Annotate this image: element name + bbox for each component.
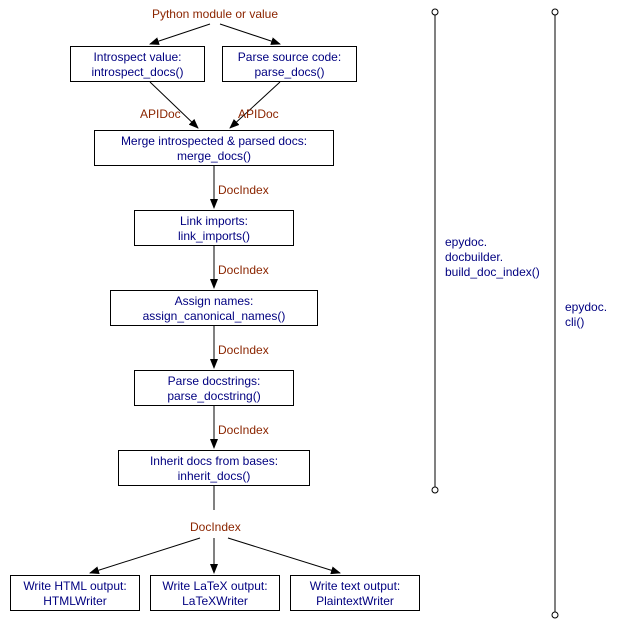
edge-label-docindex-1: DocIndex xyxy=(218,183,269,197)
node-line2: LaTeXWriter xyxy=(182,594,248,608)
node-line2: HTMLWriter xyxy=(43,594,107,608)
bracket-line: docbuilder. xyxy=(445,250,503,264)
node-line2: PlaintextWriter xyxy=(316,594,394,608)
node-line1: Introspect value: xyxy=(93,50,181,64)
edge-label-apidoc-left: APIDoc xyxy=(140,107,181,121)
node-line1: Write text output: xyxy=(310,579,401,593)
top-label: Python module or value xyxy=(150,7,280,21)
node-line1: Link imports: xyxy=(180,214,248,228)
bracket-line: epydoc. xyxy=(565,300,607,314)
edge-label-docindex-3: DocIndex xyxy=(218,343,269,357)
node-line1: Merge introspected & parsed docs: xyxy=(121,134,307,148)
node-line2: merge_docs() xyxy=(177,149,251,163)
node-line2: introspect_docs() xyxy=(91,65,183,79)
bracket-label-outer: epydoc. cli() xyxy=(565,300,607,330)
node-assign: Assign names: assign_canonical_names() xyxy=(110,290,318,326)
node-line1: Write HTML output: xyxy=(23,579,126,593)
node-line2: link_imports() xyxy=(178,229,250,243)
node-line2: assign_canonical_names() xyxy=(143,309,286,323)
bracket-line: build_doc_index() xyxy=(445,265,540,279)
bracket-line: epydoc. xyxy=(445,235,487,249)
flowchart-canvas: Python module or value Introspect value:… xyxy=(0,0,619,632)
bracket-line: cli() xyxy=(565,315,584,329)
node-inherit: Inherit docs from bases: inherit_docs() xyxy=(118,450,310,486)
node-html: Write HTML output: HTMLWriter xyxy=(10,575,140,611)
edge-label-docindex-5: DocIndex xyxy=(190,520,241,534)
node-line1: Inherit docs from bases: xyxy=(150,454,278,468)
node-parsedoc: Parse docstrings: parse_docstring() xyxy=(134,370,294,406)
node-line1: Parse source code: xyxy=(238,50,341,64)
node-line1: Assign names: xyxy=(175,294,254,308)
edge-label-docindex-2: DocIndex xyxy=(218,263,269,277)
node-line1: Write LaTeX output: xyxy=(162,579,267,593)
node-introspect: Introspect value: introspect_docs() xyxy=(70,46,205,82)
bracket-label-inner: epydoc. docbuilder. build_doc_index() xyxy=(445,235,540,280)
node-line2: parse_docs() xyxy=(254,65,324,79)
edge-label-docindex-4: DocIndex xyxy=(218,423,269,437)
node-line2: parse_docstring() xyxy=(167,389,260,403)
node-parse: Parse source code: parse_docs() xyxy=(222,46,357,82)
node-latex: Write LaTeX output: LaTeXWriter xyxy=(150,575,280,611)
node-line2: inherit_docs() xyxy=(178,469,251,483)
node-line1: Parse docstrings: xyxy=(168,374,261,388)
edge-label-apidoc-right: APIDoc xyxy=(238,107,279,121)
node-link: Link imports: link_imports() xyxy=(134,210,294,246)
node-text: Write text output: PlaintextWriter xyxy=(290,575,420,611)
node-merge: Merge introspected & parsed docs: merge_… xyxy=(94,130,334,166)
